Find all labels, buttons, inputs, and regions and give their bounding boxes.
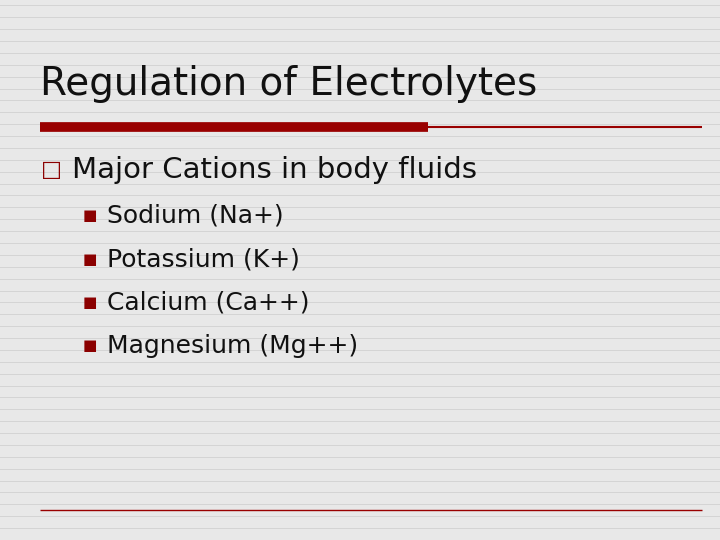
Text: Potassium (K+): Potassium (K+)	[107, 247, 300, 271]
Text: Calcium (Ca++): Calcium (Ca++)	[107, 291, 309, 314]
Text: ■: ■	[83, 295, 97, 310]
Text: Sodium (Na+): Sodium (Na+)	[107, 204, 283, 228]
Text: Regulation of Electrolytes: Regulation of Electrolytes	[40, 65, 537, 103]
Text: □: □	[41, 160, 62, 180]
Text: ■: ■	[83, 338, 97, 353]
Text: ■: ■	[83, 252, 97, 267]
Text: Magnesium (Mg++): Magnesium (Mg++)	[107, 334, 358, 357]
Text: ■: ■	[83, 208, 97, 224]
Text: Major Cations in body fluids: Major Cations in body fluids	[72, 156, 477, 184]
